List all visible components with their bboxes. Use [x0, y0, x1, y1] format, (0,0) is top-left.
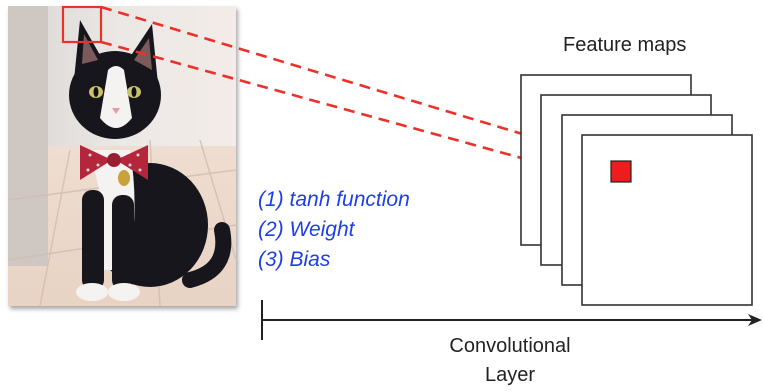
- feature-map-stack: [520, 74, 753, 306]
- receptive-field-box: [61, 5, 103, 44]
- layer-label-line1: Convolutional: [449, 335, 571, 357]
- feature-map: [581, 134, 753, 306]
- operation-item: (1) tanh function: [258, 188, 410, 211]
- output-unit-box: [610, 160, 632, 183]
- layer-extent-arrow: [261, 300, 762, 340]
- layer-label-line2: Layer: [484, 364, 536, 386]
- convolutional-layer-label: Convolutional Layer: [400, 332, 620, 390]
- cat-photo-icon: [7, 6, 237, 307]
- operation-item: (3) Bias: [258, 248, 331, 271]
- operations-list: (1) tanh function (2) Weight (3) Bias: [258, 185, 410, 275]
- feature-maps-label: Feature maps: [563, 34, 687, 56]
- operation-item: (2) Weight: [258, 218, 355, 241]
